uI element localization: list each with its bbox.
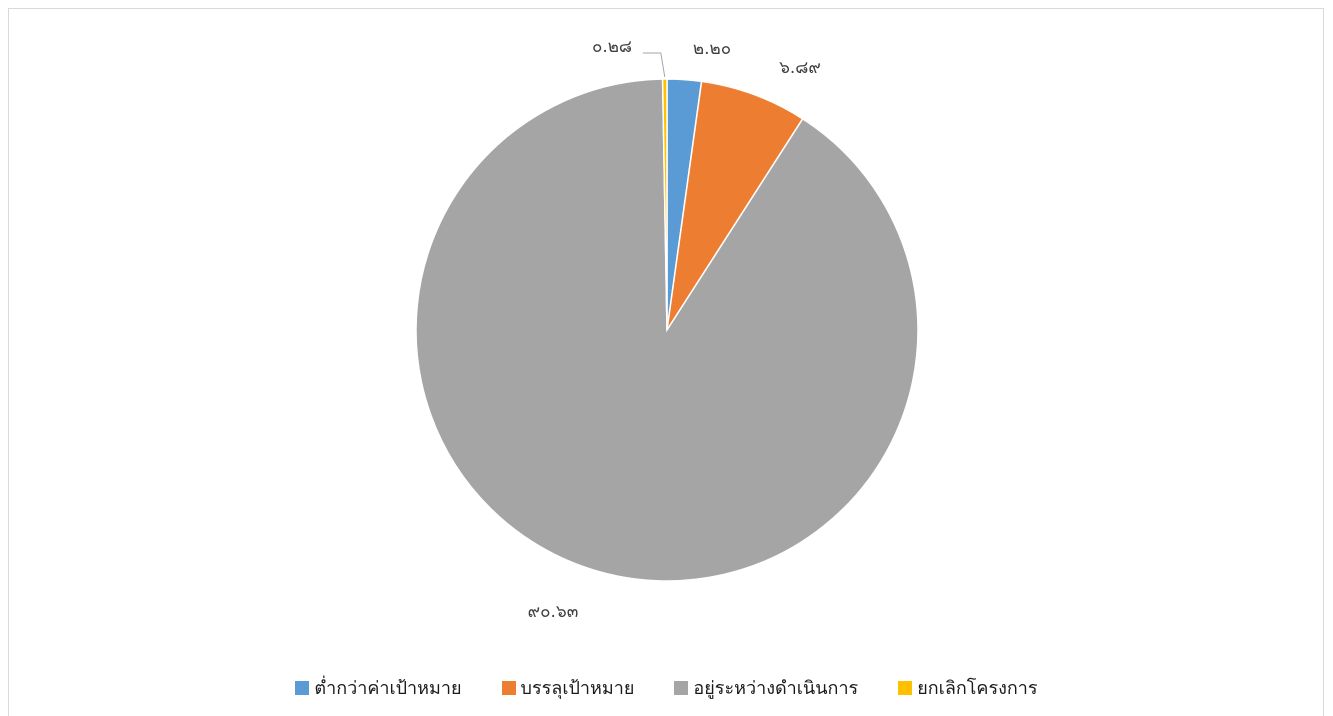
legend-label-achieved: บรรลุเป้าหมาย: [520, 678, 635, 699]
label-below-target: ๒.๒๐: [693, 39, 731, 59]
legend: ต่ำกว่าค่าเป้าหมาย บรรลุเป้าหมาย อยู่ระห…: [0, 673, 1333, 702]
slice-achieved: [666, 80, 804, 331]
label-achieved: ๖.๘๙: [779, 58, 821, 78]
legend-label-below-target: ต่ำกว่าค่าเป้าหมาย: [314, 678, 462, 699]
label-cancelled: ๐.๒๘: [592, 37, 632, 57]
legend-swatch-achieved: [501, 680, 516, 695]
leader-line-cancelled: [642, 52, 666, 78]
legend-label-cancelled: ยกเลิกโครงการ: [917, 678, 1038, 699]
slice-in-progress: [415, 78, 919, 582]
legend-item-in-progress: อยู่ระหว่างดำเนินการ: [674, 673, 858, 702]
legend-swatch-below-target: [295, 680, 310, 695]
legend-label-in-progress: อยู่ระหว่างดำเนินการ: [693, 678, 859, 699]
legend-item-below-target: ต่ำกว่าค่าเป้าหมาย: [295, 673, 462, 702]
legend-item-achieved: บรรลุเป้าหมาย: [501, 673, 635, 702]
legend-item-cancelled: ยกเลิกโครงการ: [898, 673, 1038, 702]
label-in-progress: ๙๐.๖๓: [528, 602, 579, 622]
legend-swatch-cancelled: [898, 680, 913, 695]
legend-swatch-in-progress: [674, 680, 689, 695]
slice-cancelled: [661, 78, 668, 331]
